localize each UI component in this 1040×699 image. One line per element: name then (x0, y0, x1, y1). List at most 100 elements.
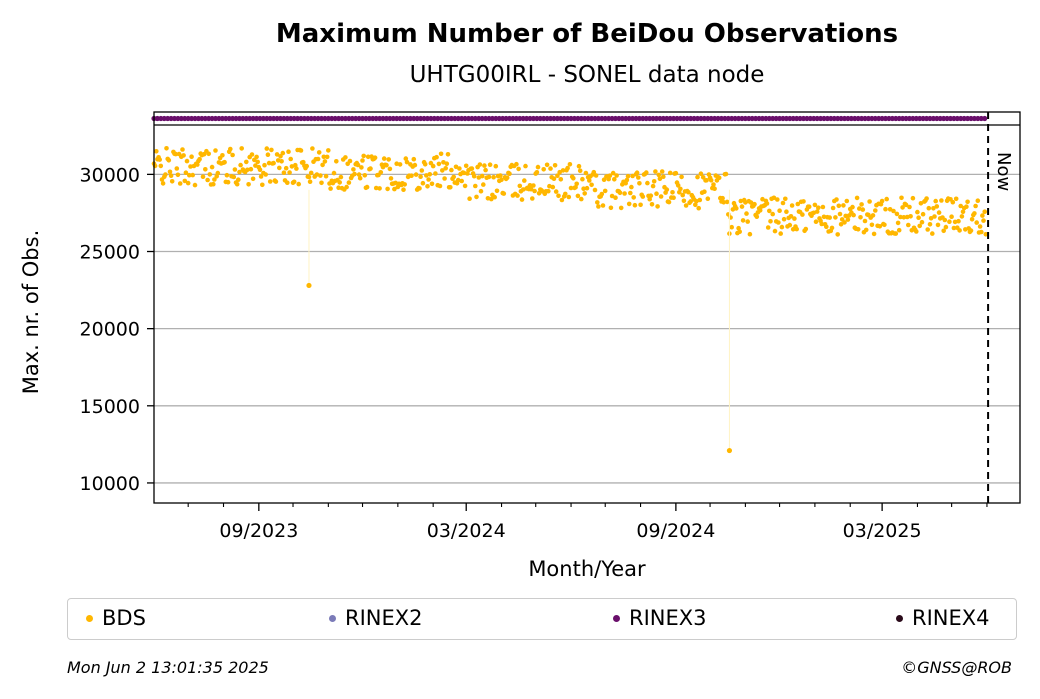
bds-point (377, 186, 382, 191)
bds-point (919, 219, 925, 225)
bds-point (514, 161, 519, 167)
bds-point (983, 232, 989, 237)
bds-point (814, 209, 820, 214)
bds-point (478, 188, 484, 194)
bds-point (260, 182, 265, 188)
bds-point (426, 177, 431, 182)
bds-point (941, 228, 946, 234)
bds-point (187, 172, 192, 178)
bds-point (355, 162, 361, 168)
bds-point (257, 167, 263, 172)
bds-point (555, 173, 560, 178)
bds-point (842, 220, 847, 225)
bds-point (702, 189, 707, 194)
bds-point (532, 188, 537, 194)
bds-point (794, 226, 799, 232)
bds-point (546, 188, 551, 194)
bds-point (936, 210, 942, 215)
bds-point (220, 153, 225, 158)
bds-point (397, 162, 403, 167)
bds-point (373, 185, 379, 191)
bds-point (200, 174, 206, 179)
bds-point (455, 177, 461, 183)
bds-point (493, 163, 499, 169)
bds-point (683, 203, 689, 208)
bds-point (926, 205, 932, 211)
bds-point (392, 186, 397, 192)
bds-point (708, 178, 714, 183)
footer-timestamp: Mon Jun 2 13:01:35 2025 (67, 658, 269, 677)
bds-point (487, 162, 493, 167)
bds-point (867, 199, 872, 204)
bds-point (927, 222, 933, 227)
bds-point (462, 183, 468, 189)
x-axis-label: Month/Year (528, 557, 646, 581)
legend: BDS RINEX2 RINEX3 RINEX4 (67, 598, 1017, 640)
bds-point (244, 159, 249, 165)
bds-point (693, 202, 698, 208)
bds-point (695, 174, 700, 180)
bds-point (661, 174, 666, 179)
bds-point (653, 169, 658, 174)
bds-point (467, 196, 472, 201)
bds-point (288, 156, 294, 162)
bds-point (673, 170, 679, 176)
bds-point (443, 166, 449, 171)
bds-point (157, 157, 162, 162)
bds-point (601, 177, 607, 182)
bds-point (975, 198, 981, 203)
plot-frame (153, 111, 1021, 504)
bds-point (920, 211, 926, 217)
bds-point (314, 172, 320, 177)
bds-point (301, 159, 306, 165)
bds-point (519, 197, 525, 202)
bds-point (384, 162, 389, 168)
bds-point (870, 213, 876, 218)
bds-point (949, 214, 954, 219)
bds-point (387, 166, 393, 172)
bds-point (527, 183, 533, 188)
bds-point (958, 203, 963, 209)
bds-point (576, 163, 582, 169)
bds-point (263, 172, 269, 177)
bds-point (788, 214, 794, 219)
bds-point (625, 173, 631, 179)
bds-point (624, 177, 630, 183)
bds-point (770, 211, 775, 217)
bds-point (899, 195, 904, 201)
bds-point (789, 203, 795, 208)
bds-point (344, 184, 349, 190)
bds-point (745, 219, 750, 224)
bds-point (567, 162, 573, 167)
bds-point (457, 166, 462, 171)
bds-point (262, 162, 267, 168)
bds-point (364, 184, 370, 190)
bds-point (855, 227, 861, 232)
x-tick-label: 09/2023 (219, 520, 298, 542)
bds-point (857, 206, 862, 211)
bds-point (296, 181, 302, 187)
bds-point (279, 159, 284, 164)
bds-point (445, 152, 451, 157)
bds-point (979, 229, 984, 235)
bds-point (528, 186, 534, 192)
bds-point (205, 177, 210, 183)
bds-point (837, 211, 843, 217)
bds-point (442, 176, 447, 181)
bds-point (819, 221, 824, 227)
bds-point (656, 172, 662, 178)
bds-point (680, 192, 685, 198)
bds-point (304, 163, 310, 169)
bds-point (906, 222, 911, 228)
bds-point (737, 229, 742, 234)
bds-point (192, 182, 198, 188)
bds-point (918, 201, 924, 206)
bds-point (651, 179, 657, 184)
bds-point (184, 158, 190, 164)
bds-point (158, 163, 164, 169)
bds-point (246, 182, 251, 187)
bds-point (430, 163, 436, 169)
bds-point (711, 182, 716, 187)
bds-point (351, 167, 356, 172)
bds-point (778, 231, 783, 236)
